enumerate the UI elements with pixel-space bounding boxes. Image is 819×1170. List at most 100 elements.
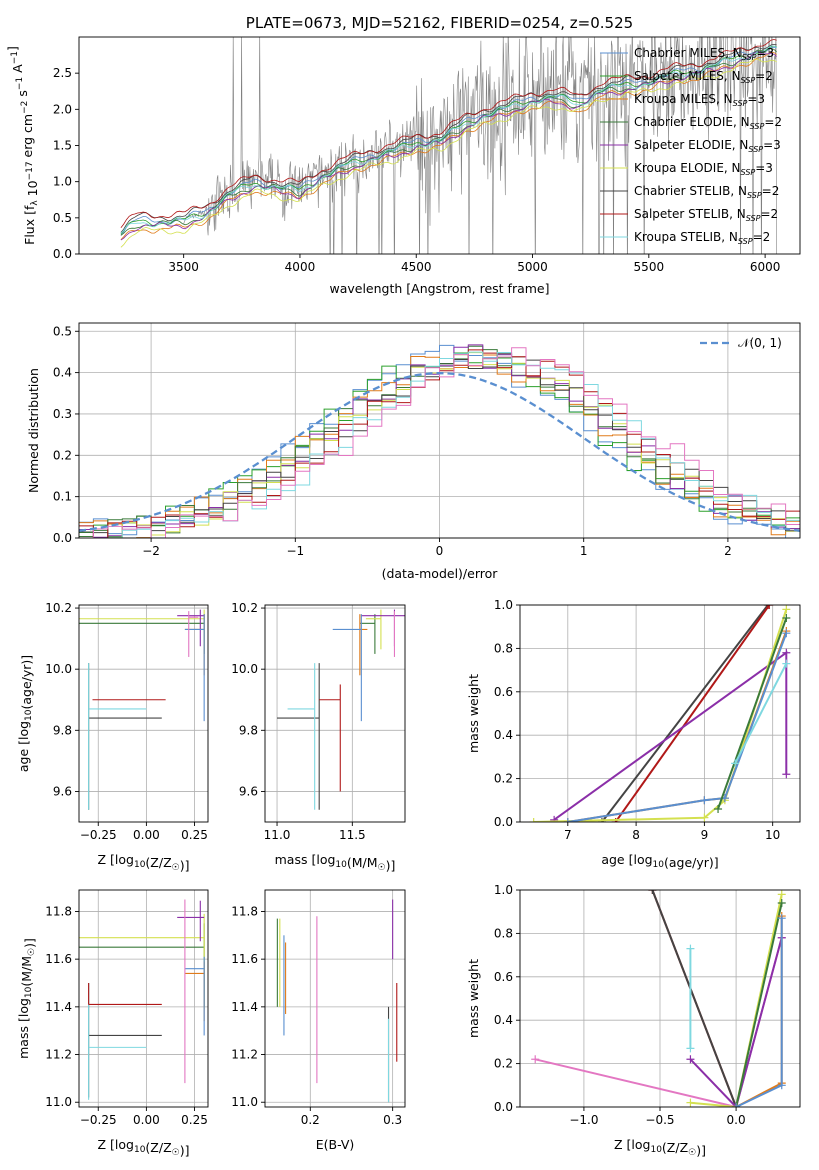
x-tick-label: 2 (724, 544, 732, 558)
legend-part: Salpeter MILES, N (634, 69, 741, 83)
legend-sub: SSP (738, 237, 753, 246)
model-line (120, 45, 777, 234)
label-part: (age/yr)] (664, 855, 719, 870)
errorbar-point (88, 983, 147, 1100)
label-sub: ☉ (172, 1148, 180, 1158)
x-tick-label: −0.25 (80, 1113, 117, 1127)
legend-part: =2 (764, 115, 782, 129)
legend-part: Chabrier STELIB, N (634, 184, 747, 198)
label-part: A (10, 64, 25, 77)
legend-part: =2 (755, 69, 773, 83)
label-part: Z [ (614, 1137, 631, 1152)
label-sup: −2 (20, 101, 30, 114)
y-axis-label: age [log10(age/yr)] (16, 655, 34, 772)
x-axis-label: Z [log10(Z/Z☉)] (97, 852, 189, 873)
histogram-step (79, 353, 800, 538)
legend-part: Kroupa MILES, N (634, 92, 733, 106)
errorbar-point (287, 663, 316, 810)
label-part: wavelength [Angstrom, rest frame] (329, 281, 549, 296)
series-line (553, 650, 788, 821)
series-marker (550, 815, 559, 822)
x-tick-label: 0.3 (383, 1113, 402, 1127)
series-marker (777, 899, 786, 908)
label-part: )] (386, 858, 396, 873)
y-tick-label: 11.8 (231, 904, 258, 918)
model-line (120, 43, 777, 233)
label-part: M (19, 956, 34, 967)
grid (520, 604, 800, 823)
label-sup: −17 (25, 161, 35, 180)
x-tick-label: −1 (286, 544, 304, 558)
legend-part: Salpeter STELIB, N (634, 207, 746, 221)
gaussian-curve (79, 371, 800, 532)
x-tick-label: −1.0 (569, 1113, 598, 1127)
errorbar-point (319, 684, 341, 792)
errorbar-point (332, 614, 362, 722)
y-tick-label: 1.0 (494, 883, 513, 897)
label-part: erg cm (20, 114, 35, 162)
series-marker (686, 944, 695, 953)
y-tick-label: 10.2 (231, 601, 258, 615)
errorbar-point (184, 956, 205, 1036)
histogram-step (79, 347, 800, 538)
y-tick-label: 11.6 (45, 952, 72, 966)
series-line (734, 663, 788, 764)
y-tick-label: 9.6 (53, 784, 72, 798)
label-part: (Z/ (662, 1140, 680, 1155)
y-tick-label: 0.4 (53, 366, 72, 380)
plot-area (79, 344, 800, 538)
label-sub: 10 (134, 860, 146, 870)
y-tick-label: 0.2 (494, 772, 513, 786)
panel-7: −1.0 −0.5 0.0 0.0 0.2 0.4 0.6 0.8 1.0 Z [log10(Z/… (466, 883, 801, 1158)
axes-frame (78, 604, 209, 823)
errorbar-point (79, 614, 205, 654)
grid (79, 605, 208, 822)
label-sub: ☉ (688, 1148, 696, 1158)
x-tick-label: 5000 (517, 260, 548, 274)
series-marker (731, 759, 740, 768)
series-line (735, 902, 783, 1107)
label-sub: ☉ (378, 863, 386, 873)
y-tick-label: 0.8 (494, 641, 513, 655)
label-sup: −1 (10, 51, 20, 64)
series-line (717, 617, 788, 810)
label-part: E(B-V) (316, 1137, 355, 1152)
label-part: (Z/ (145, 1140, 163, 1155)
data-spectrum-line (183, 37, 777, 254)
label-part: (age/yr)] (19, 655, 34, 710)
label-part: Normed distribution (26, 368, 41, 493)
label-part: (data-model)/error (382, 566, 499, 581)
label-sub: 10 (335, 860, 347, 870)
y-tick-label: 2.0 (53, 102, 72, 116)
label-part: s (15, 90, 30, 101)
errorbar-point (184, 614, 205, 722)
series-line (690, 894, 783, 1107)
series-line (601, 605, 769, 822)
legend-label: Salpeter ELODIE, NSSP=3 (634, 138, 781, 154)
label-part: 10 (25, 180, 40, 200)
x-tick-label: 7 (564, 828, 572, 842)
label-part: mass [ (16, 1017, 31, 1059)
y-tick-label: 0.3 (53, 407, 72, 421)
y-tick-label: 0.4 (494, 1013, 513, 1027)
x-axis-label: wavelength [Angstrom, rest frame] (329, 281, 549, 296)
series-marker (782, 629, 791, 638)
label-part: Flux [f (22, 205, 37, 245)
errorbar-point (88, 663, 162, 810)
label-sub: 10 (650, 1145, 662, 1155)
legend-label: 𝒩(0, 1) (738, 336, 782, 350)
label-part: log (316, 852, 335, 867)
legend-part: Salpeter ELODIE, N (634, 138, 748, 152)
x-tick-label: 0.00 (133, 828, 160, 842)
x-axis-label: mass [log10(M/M☉)] (275, 852, 396, 873)
label-part: log (16, 721, 31, 740)
y-tick-label: 9.8 (239, 723, 258, 737)
series-marker (732, 1103, 741, 1107)
label-part: log (633, 852, 652, 867)
y-tick-label: 0.0 (494, 815, 513, 829)
model-line (120, 47, 777, 236)
plot-area (529, 605, 791, 822)
